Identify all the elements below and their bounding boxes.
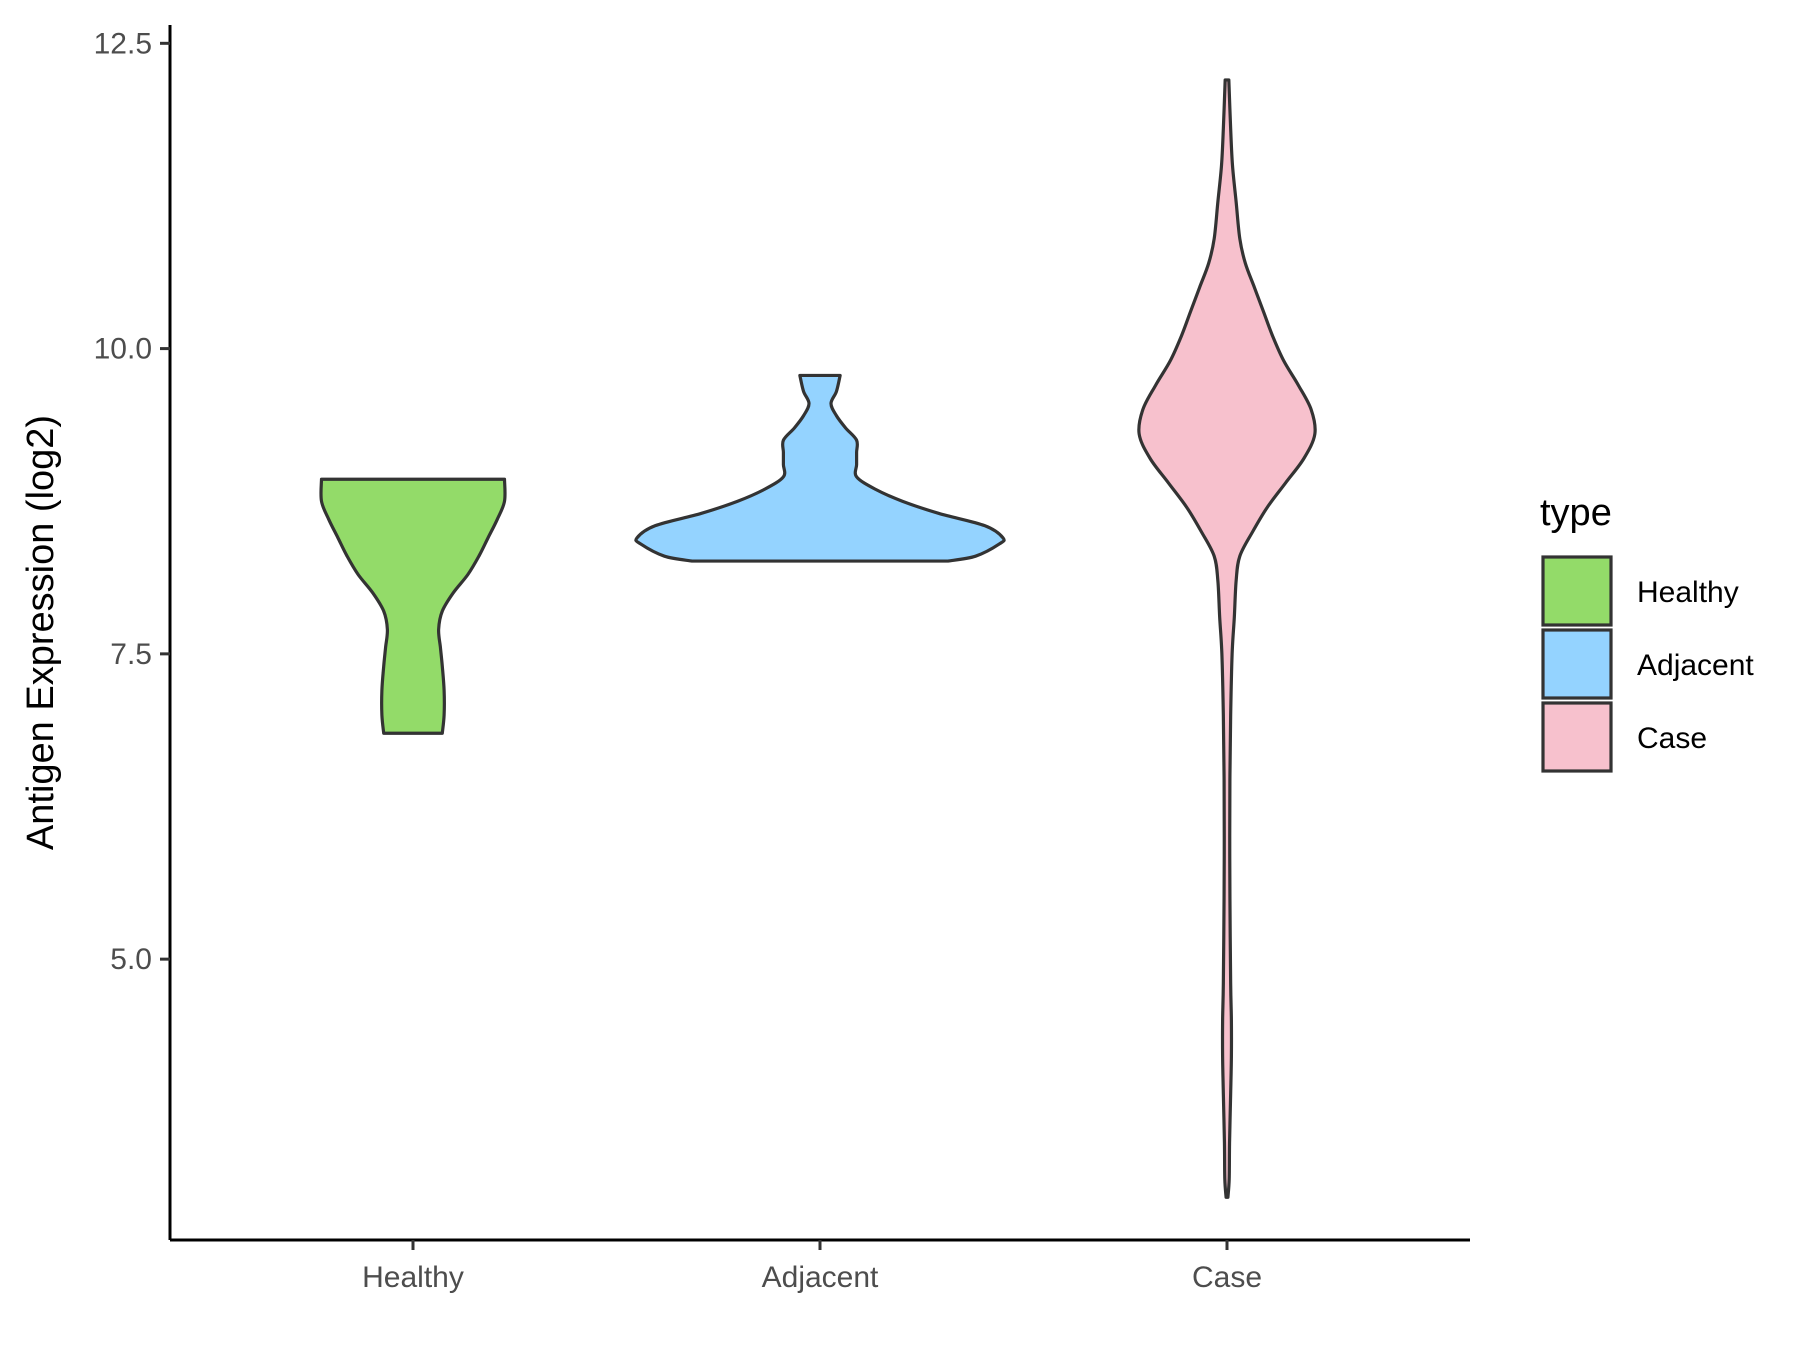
y-tick-label: 10.0 — [94, 333, 152, 366]
y-tick-label: 5.0 — [110, 943, 152, 976]
legend-label-adjacent: Adjacent — [1637, 649, 1754, 682]
y-tick-label: 7.5 — [110, 638, 152, 671]
violin-layer — [319, 78, 1317, 1199]
x-tick-label: Case — [1192, 1261, 1262, 1294]
legend-swatch-healthy — [1541, 555, 1613, 627]
legend-title: type — [1540, 492, 1612, 534]
legend: type Healthy Adjacent Case — [1540, 492, 1754, 773]
x-tick-label: Healthy — [362, 1261, 464, 1294]
violin-healthy — [319, 477, 507, 735]
violin-case — [1137, 78, 1317, 1199]
y-tick-label: 12.5 — [94, 27, 152, 60]
legend-swatch-case — [1541, 701, 1613, 773]
legend-swatch-adjacent — [1541, 628, 1613, 700]
axes: 5.0 7.5 10.0 12.5 Healthy Adjacent Case Antigen… — [20, 25, 1470, 1294]
y-axis-title: Antigen Expression (log2) — [20, 415, 62, 850]
x-tick-label: Adjacent — [762, 1261, 879, 1294]
legend-label-case: Case — [1637, 722, 1707, 755]
violin-adjacent — [634, 373, 1006, 563]
legend-label-healthy: Healthy — [1637, 576, 1739, 609]
